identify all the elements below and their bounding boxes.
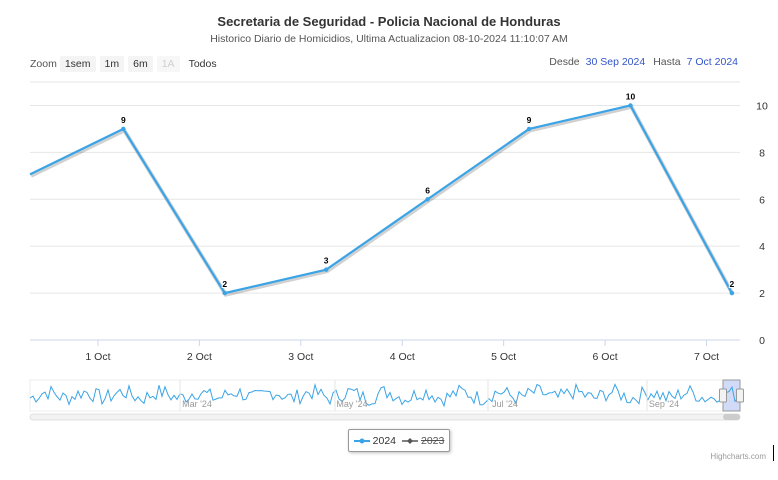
legend-2023-symbol	[402, 437, 418, 444]
data-label: 3	[324, 256, 329, 266]
date-range-selector: Desde 30 Sep 2024 Hasta 7 Oct 2024	[549, 56, 738, 68]
data-point	[526, 126, 532, 132]
x-tick-label: 1 Oct	[85, 351, 110, 363]
series-line	[29, 104, 733, 295]
data-label: 2	[730, 279, 735, 289]
data-point	[323, 267, 329, 272]
x-tick-label: 4 Oct	[390, 351, 415, 363]
zoom-todos-button[interactable]: Todos	[188, 58, 217, 70]
data-point	[628, 103, 633, 108]
data-point	[121, 126, 126, 132]
x-tick-label: 6 Oct	[593, 351, 618, 363]
scrollbar-thumb[interactable]	[723, 414, 740, 420]
x-tick-label: 2 Oct	[187, 351, 212, 363]
x-tick-label: 7 Oct	[694, 351, 719, 363]
data-label: 6	[425, 185, 430, 195]
y-tick-label: 2	[759, 288, 765, 300]
legend-item-2023[interactable]: 2023	[402, 435, 444, 447]
x-axis: 1 Oct 2 Oct 3 Oct 4 Oct 5 Oct 6 Oct 7 Oct	[30, 339, 740, 363]
data-label: 10	[626, 91, 636, 101]
navigator-label: Jul '24	[492, 399, 518, 409]
legend: 2024 2023	[348, 429, 450, 452]
chart-title: Secretaria de Seguridad - Policia Nacion…	[217, 14, 561, 29]
y-tick-label: 4	[759, 241, 765, 253]
zoom-selector: Zoom 1sem 1m 6m 1A Todos	[30, 56, 226, 72]
legend-2024-symbol	[353, 438, 370, 443]
zoom-6m-button[interactable]: 6m	[128, 56, 153, 72]
data-point	[222, 290, 227, 296]
navigator-series	[29, 382, 739, 408]
zoom-1sem-button[interactable]: 1sem	[59, 56, 96, 72]
chart-subtitle: Historico Diario de Homicidios, Ultima A…	[210, 33, 568, 45]
data-label: 2	[222, 279, 227, 289]
range-from-input[interactable]: 30 Sep 2024	[585, 56, 646, 68]
legend-2024-label: 2024	[372, 434, 396, 447]
y-tick-label: 10	[756, 100, 768, 112]
range-from-label: Desde	[549, 56, 580, 68]
zoom-1a-button[interactable]: 1A	[156, 56, 180, 72]
navigator-label: May '24	[336, 399, 367, 409]
zoom-1m-button[interactable]: 1m	[99, 56, 125, 72]
x-tick-label: 5 Oct	[491, 351, 516, 363]
navigator-frame	[29, 379, 741, 412]
navigator-label: Sep '24	[649, 399, 679, 409]
series-line-shadow	[30, 104, 735, 297]
y-tick-label: 0	[759, 335, 765, 347]
navigator: Mar '24 May '24 Jul '24 Sep '24	[29, 379, 744, 421]
navigator-handle[interactable]	[719, 388, 727, 403]
credits-link[interactable]: Highcharts.com	[710, 452, 766, 461]
range-to-label: Hasta	[653, 56, 681, 68]
scrollbar-track	[29, 413, 741, 421]
text-cursor	[773, 445, 774, 461]
y-tick-label: 8	[759, 147, 765, 159]
y-tick-label: 6	[759, 194, 765, 206]
navigator-label: Mar '24	[182, 399, 212, 409]
series-2024: 9 2 3 6 9 10 2	[29, 90, 736, 297]
range-to-input[interactable]: 7 Oct 2024	[686, 56, 738, 68]
zoom-label: Zoom	[30, 58, 57, 70]
gridlines	[30, 81, 740, 294]
legend-2023-label: 2023	[421, 434, 445, 447]
y-axis: 0 2 4 6 8 10	[756, 100, 768, 347]
legend-item-2024[interactable]: 2024	[353, 434, 396, 447]
data-point	[425, 197, 430, 202]
data-label: 9	[121, 115, 126, 125]
x-tick-label: 3 Oct	[288, 351, 313, 363]
navigator-handle[interactable]	[736, 388, 744, 403]
data-label: 9	[527, 115, 532, 125]
data-point	[729, 290, 735, 296]
